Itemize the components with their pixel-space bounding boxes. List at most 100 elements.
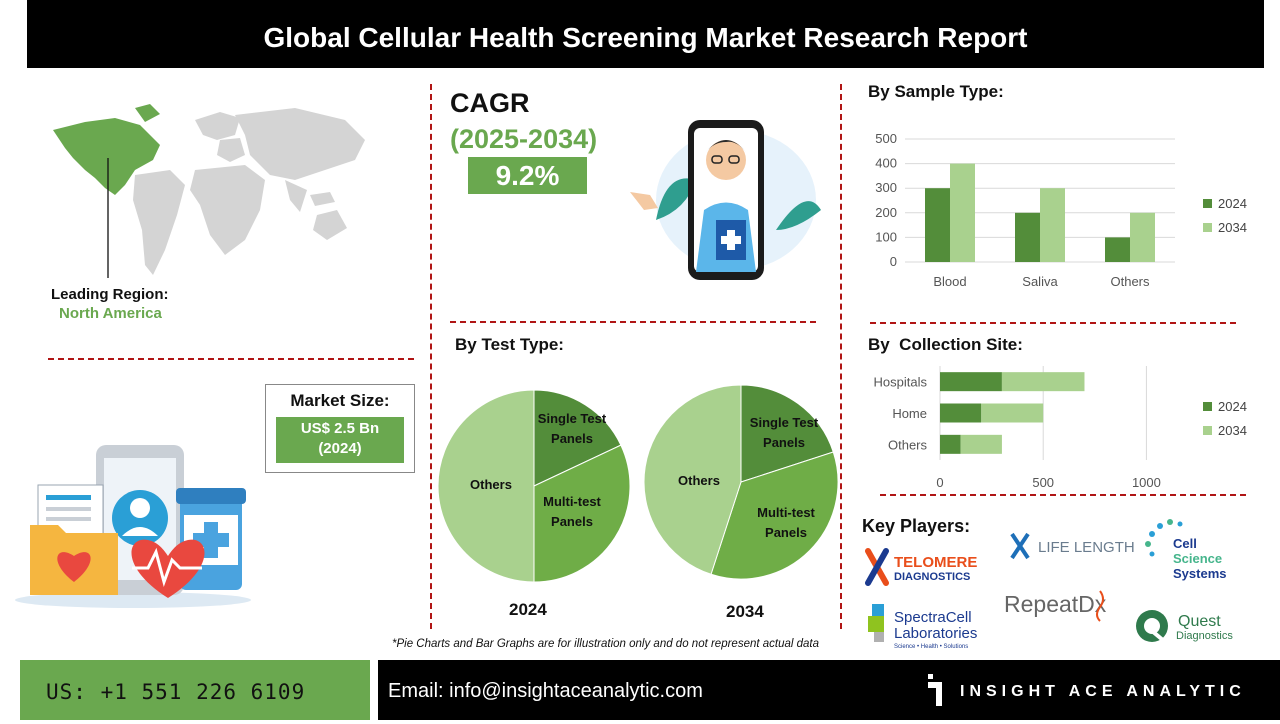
market-size-amount: US$ 2.5 Bn: [300, 420, 380, 437]
divider: [430, 84, 432, 629]
svg-text:Science • Health • Solutions: Science • Health • Solutions: [894, 644, 968, 650]
x-tick-label: 0: [936, 475, 943, 490]
email-address: Email: info@insightaceanalytic.com: [388, 680, 703, 702]
svg-text:Cell: Cell: [1173, 536, 1197, 551]
y-tick-label: 500: [875, 131, 897, 146]
page-title: Global Cellular Health Screening Market …: [27, 0, 1264, 68]
svg-text:Systems: Systems: [1173, 566, 1226, 581]
pie-slice-label: Multi-test: [757, 505, 815, 520]
sample-type-title: By Sample Type:: [868, 82, 1004, 101]
pie-slice-single-test-panels: [740, 384, 834, 483]
y-tick-label: Hospitals: [874, 375, 928, 390]
pie-slice-others: [437, 389, 535, 583]
pie-slice-label: Panels: [551, 514, 593, 529]
bar-others-2034: [960, 434, 1002, 454]
pie-slice-label: Others: [470, 477, 512, 492]
market-size-box: Market Size: US$ 2.5 Bn (2024): [265, 384, 415, 473]
svg-text:DIAGNOSTICS: DIAGNOSTICS: [894, 571, 970, 583]
repeatdx-logo: RepeatDx: [1004, 590, 1107, 622]
pie-slice-multi-test-panels: [710, 451, 839, 580]
divider: [840, 84, 842, 629]
bar-blood-2024: [925, 188, 950, 262]
test-type-pie-2034: Single Test Panels Multi-test Panels Others: [643, 384, 839, 580]
x-tick-label: Others: [1110, 274, 1150, 289]
svg-text:LIFE LENGTH: LIFE LENGTH: [1038, 539, 1135, 556]
y-tick-label: 300: [875, 180, 897, 195]
cell-science-systems-logo: Cell Science Systems: [1145, 519, 1226, 581]
cagr-value: 9.2%: [468, 157, 587, 194]
svg-text:Science: Science: [1173, 551, 1222, 566]
brand-name: INSIGHT ACE ANALYTIC: [960, 683, 1246, 700]
bar-hospitals-2034: [1001, 372, 1085, 392]
svg-text:TELOMERE: TELOMERE: [894, 554, 977, 571]
legend-item-2024: 2024: [1203, 196, 1247, 211]
pie-slice-label: Multi-test: [543, 494, 601, 509]
pie-2024-year: 2024: [509, 600, 547, 619]
pie-slice-others: [643, 384, 742, 575]
disclaimer-note: *Pie Charts and Bar Graphs are for illus…: [392, 638, 820, 650]
bar-home-2024: [940, 403, 982, 423]
divider: [48, 358, 414, 360]
pie-slice-label: Panels: [765, 525, 807, 540]
svg-text:Quest: Quest: [1178, 613, 1221, 630]
leading-region-value: North America: [59, 305, 162, 322]
pie-slice-multi-test-panels: [533, 444, 631, 583]
svg-text:Diagnostics: Diagnostics: [1176, 630, 1233, 642]
life-length-logo: LIFE LENGTH: [1010, 532, 1135, 560]
bar-blood-2034: [950, 163, 975, 262]
bar-saliva-2034: [1040, 188, 1065, 262]
health-illustration: [15, 445, 251, 608]
legend-item-2034: 2034: [1203, 423, 1247, 438]
y-tick-label: Others: [888, 437, 928, 452]
bar-home-2034: [981, 403, 1044, 423]
bar-saliva-2024: [1015, 212, 1040, 262]
market-size-label: Market Size:: [290, 391, 390, 410]
divider: [450, 321, 816, 323]
test-type-title: By Test Type:: [455, 335, 564, 354]
pie-slice-label: Others: [678, 473, 720, 488]
y-tick-label: 0: [890, 254, 897, 269]
world-map: [53, 104, 365, 278]
collection-site-title: By Collection Site:: [868, 335, 1023, 354]
pie-slice-label: Single Test: [750, 415, 819, 430]
x-tick-label: Saliva: [1022, 274, 1058, 289]
market-size-value: US$ 2.5 Bn (2024): [276, 417, 404, 463]
pie-slice-label: Single Test: [538, 411, 607, 426]
footer-bar: Email: info@insightaceanalytic.com INSIG…: [378, 660, 1280, 720]
x-tick-label: 500: [1032, 475, 1054, 490]
spectracell-logo: SpectraCell Laboratories Science • Healt…: [868, 604, 977, 650]
leading-region-label: Leading Region:: [51, 286, 169, 303]
bar-others-2034: [1130, 212, 1155, 262]
bar-others-2024: [1105, 237, 1130, 262]
y-tick-label: 400: [875, 156, 897, 171]
doctor-illustration: [630, 120, 821, 280]
insight-ace-logo-icon: [928, 674, 942, 706]
phone-number: US: +1 551 226 6109: [20, 660, 370, 720]
divider: [870, 322, 1236, 324]
market-size-year: (2024): [318, 440, 362, 457]
x-tick-label: Blood: [933, 274, 966, 289]
pie-slice-label: Panels: [763, 435, 805, 450]
divider: [880, 494, 1246, 496]
north-america-shape: [53, 118, 160, 195]
legend-item-2034: 2034: [1203, 220, 1247, 235]
sample-type-chart: 0 100 200 300 400 500 Blood Saliva Others: [875, 131, 1175, 289]
bar-others-2024: [940, 434, 961, 454]
collection-site-legend: 2024 2034: [1203, 399, 1247, 438]
svg-text:RepeatDx: RepeatDx: [1004, 591, 1107, 617]
sample-type-legend: 2024 2034: [1203, 196, 1247, 235]
svg-text:SpectraCell: SpectraCell: [894, 609, 972, 626]
test-type-pie-2024: Single Test Panels Multi-test Panels Others: [437, 389, 631, 583]
pie-slice-single-test-panels: [533, 389, 622, 487]
y-tick-label: Home: [892, 406, 927, 421]
y-tick-label: 100: [875, 229, 897, 244]
svg-text:Laboratories: Laboratories: [894, 625, 977, 642]
x-tick-label: 1000: [1132, 475, 1161, 490]
bar-hospitals-2024: [940, 372, 1002, 392]
pie-2034-year: 2034: [726, 602, 764, 621]
key-players-title: Key Players:: [862, 516, 971, 536]
quest-diagnostics-logo: Quest Diagnostics: [1136, 610, 1233, 642]
y-tick-label: 200: [875, 205, 897, 220]
pie-slice-label: Panels: [551, 431, 593, 446]
telomere-diagnostics-logo: TELOMERE DIAGNOSTICS: [865, 548, 977, 586]
